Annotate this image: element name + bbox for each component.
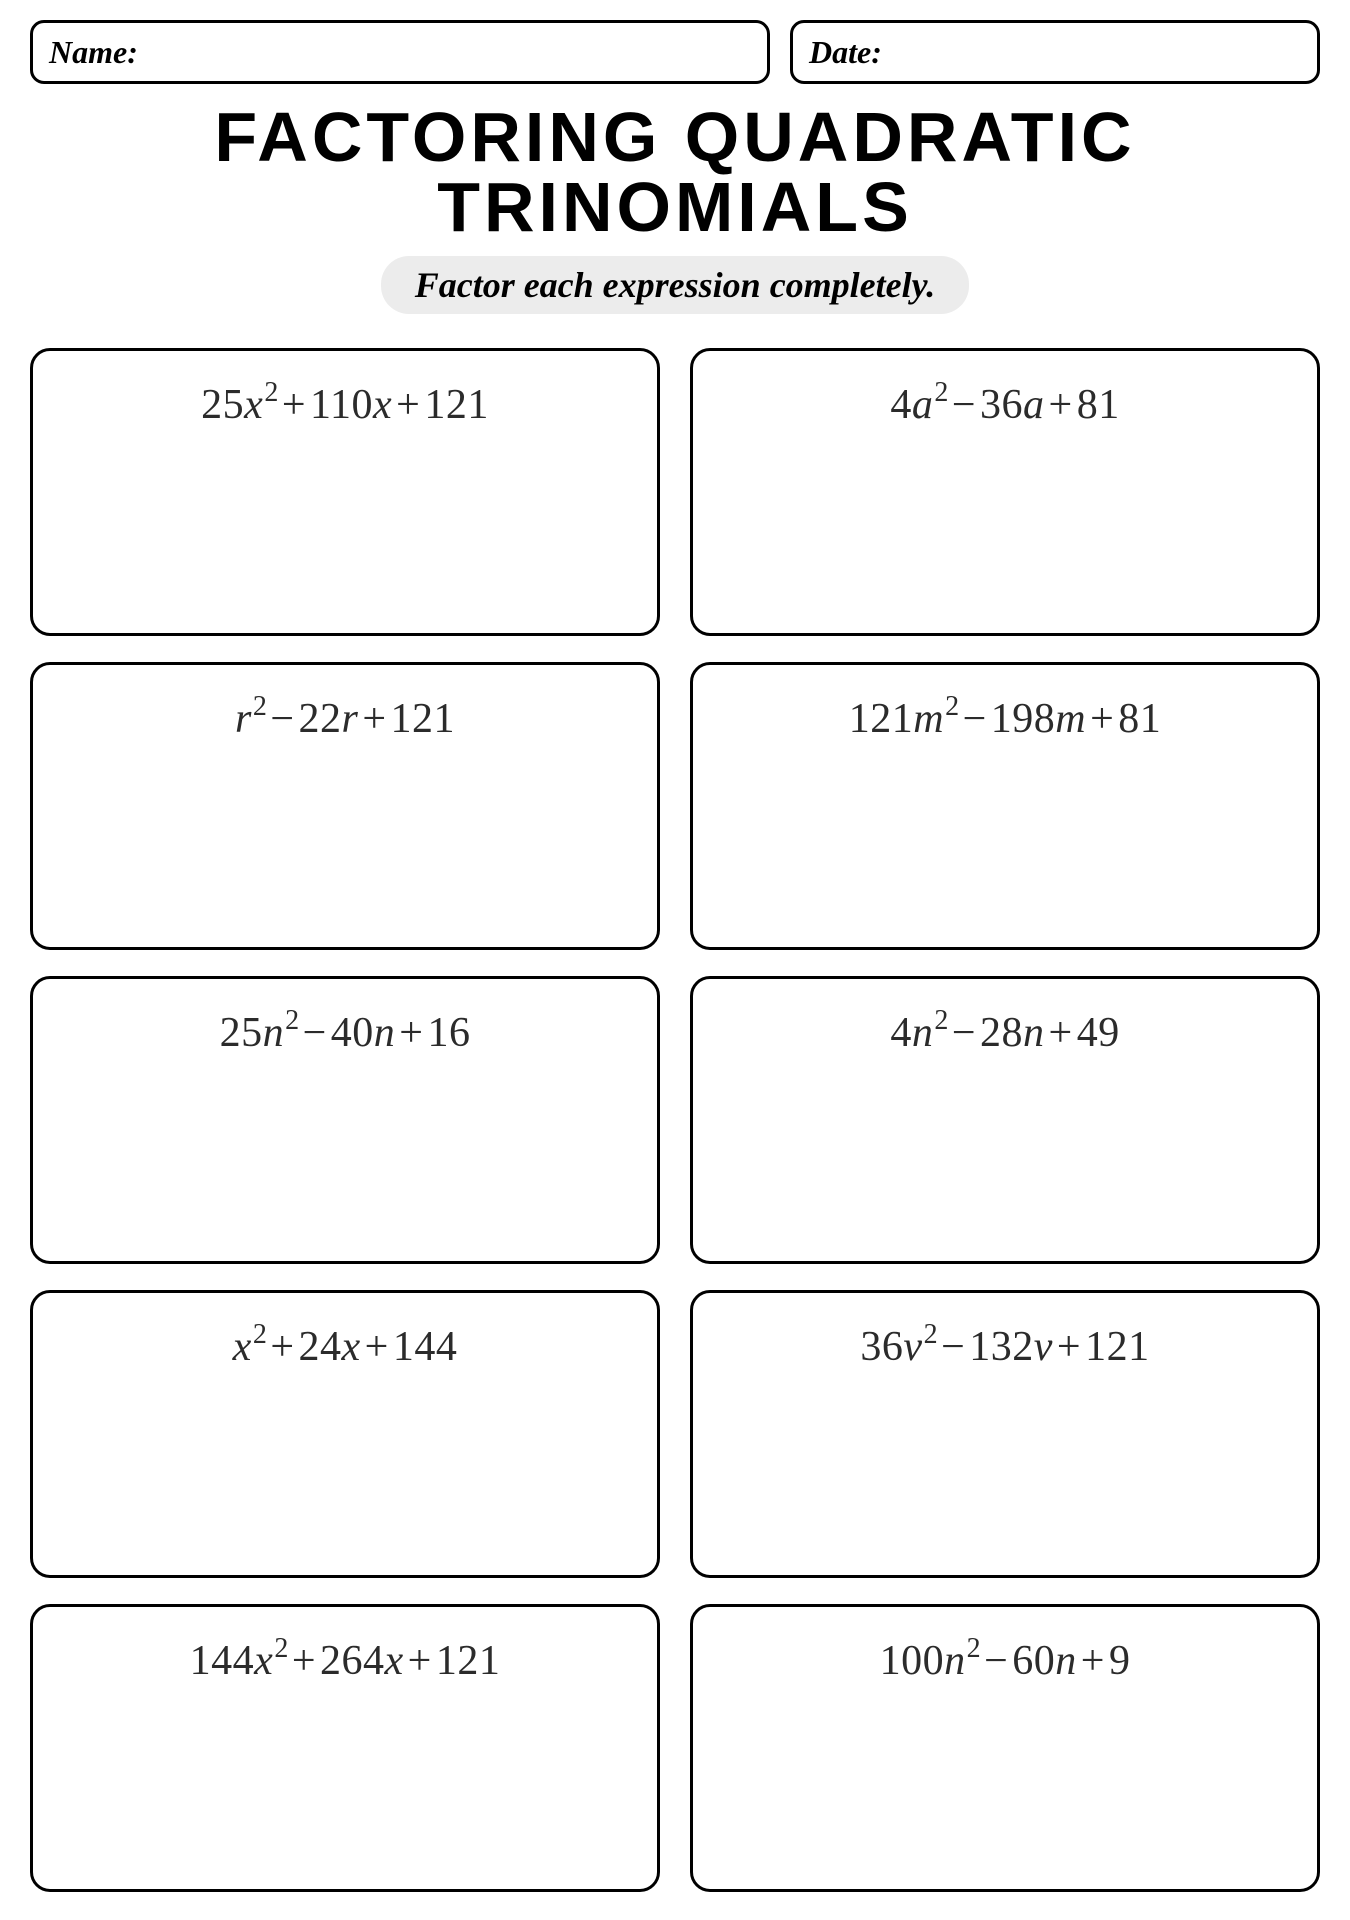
problem-cell: x2+24x+144 — [30, 1290, 660, 1578]
date-label: Date: — [809, 34, 882, 71]
name-label: Name: — [49, 34, 138, 71]
problem-cell: 100n2−60n+9 — [690, 1604, 1320, 1892]
expression: 4n2−28n+49 — [705, 1007, 1305, 1057]
header-row: Name: Date: — [30, 20, 1320, 84]
problem-grid: 25x2+110x+121 4a2−36a+81 r2−22r+121 121m… — [30, 348, 1320, 1892]
problem-cell: 121m2−198m+81 — [690, 662, 1320, 950]
expression: 25x2+110x+121 — [45, 379, 645, 429]
expression: 36v2−132v+121 — [705, 1321, 1305, 1371]
expression: 144x2+264x+121 — [45, 1635, 645, 1685]
expression: 100n2−60n+9 — [705, 1635, 1305, 1685]
problem-cell: 25n2−40n+16 — [30, 976, 660, 1264]
expression: r2−22r+121 — [45, 693, 645, 743]
page-title: FACTORING QUADRATIC TRINOMIALS — [30, 102, 1320, 242]
problem-cell: 4a2−36a+81 — [690, 348, 1320, 636]
expression: 4a2−36a+81 — [705, 379, 1305, 429]
problem-cell: 4n2−28n+49 — [690, 976, 1320, 1264]
subtitle-wrap: Factor each expression completely. — [30, 256, 1320, 314]
problem-cell: 144x2+264x+121 — [30, 1604, 660, 1892]
problem-cell: 25x2+110x+121 — [30, 348, 660, 636]
problem-cell: 36v2−132v+121 — [690, 1290, 1320, 1578]
instructions: Factor each expression completely. — [381, 256, 970, 314]
expression: x2+24x+144 — [45, 1321, 645, 1371]
expression: 121m2−198m+81 — [705, 693, 1305, 743]
problem-cell: r2−22r+121 — [30, 662, 660, 950]
name-field[interactable]: Name: — [30, 20, 770, 84]
expression: 25n2−40n+16 — [45, 1007, 645, 1057]
date-field[interactable]: Date: — [790, 20, 1320, 84]
